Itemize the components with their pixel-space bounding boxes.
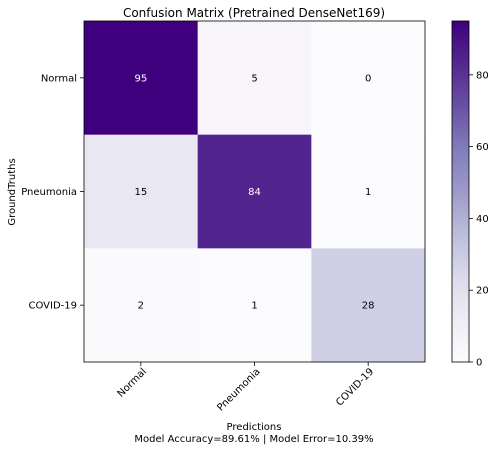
x-tick-label: Normal	[116, 366, 149, 399]
colorbar-ticks: 0 20 40 60 80	[469, 70, 489, 369]
cell-value-label: 1	[365, 187, 371, 198]
y-tick-label: Pneumonia	[21, 187, 77, 198]
model-accuracy-footer: Model Accuracy=89.61% | Model Error=10.3…	[134, 434, 373, 445]
cell-value-label: 15	[134, 187, 147, 198]
x-tick-label: COVID-19	[334, 366, 376, 408]
cell-value-label: 1	[251, 301, 257, 312]
matrix-cell-normal-normal	[84, 21, 198, 135]
matrix-cell-normal-pneumonia	[197, 21, 312, 135]
matrix-cell-covid-19-pneumonia	[197, 248, 312, 363]
matrix-cell-normal-covid-19	[311, 21, 426, 135]
matrix-cell-pneumonia-normal	[84, 134, 198, 249]
y-tick-label: COVID-19	[28, 301, 77, 312]
matrix-cells	[84, 21, 426, 363]
matrix-cell-pneumonia-covid-19	[311, 134, 426, 249]
colorbar	[451, 20, 470, 363]
colorbar-tick-label: 0	[476, 358, 482, 369]
cell-value-label: 28	[362, 301, 375, 312]
y-tick-label: Normal	[41, 73, 77, 84]
y-axis-ticks: Normal Pneumonia COVID-19	[21, 73, 84, 312]
colorbar-tick-label: 60	[476, 142, 489, 153]
matrix-cell-covid-19-normal	[84, 248, 198, 363]
cell-value-label: 0	[365, 73, 371, 84]
matrix-cell-covid-19-covid-19	[311, 248, 426, 363]
chart-title: Confusion Matrix (Pretrained DenseNet169…	[123, 6, 385, 20]
matrix-cell-pneumonia-pneumonia	[197, 134, 312, 249]
colorbar-tick-label: 80	[476, 70, 489, 81]
x-tick-label: Pneumonia	[215, 366, 262, 413]
cell-value-label: 5	[251, 73, 257, 84]
x-axis-label: Predictions	[227, 422, 282, 433]
colorbar-tick-label: 20	[476, 286, 489, 297]
y-axis-label: GroundTruths	[7, 158, 18, 225]
cell-value-label: 2	[138, 301, 144, 312]
x-axis-ticks: Normal Pneumonia COVID-19	[116, 362, 376, 414]
colorbar-tick-label: 40	[476, 214, 489, 225]
cell-value-label: 84	[248, 187, 261, 198]
cell-value-label: 95	[134, 73, 147, 84]
matrix-cell-labels: 95 5 0 15 84 1 2 1 28	[134, 73, 374, 311]
